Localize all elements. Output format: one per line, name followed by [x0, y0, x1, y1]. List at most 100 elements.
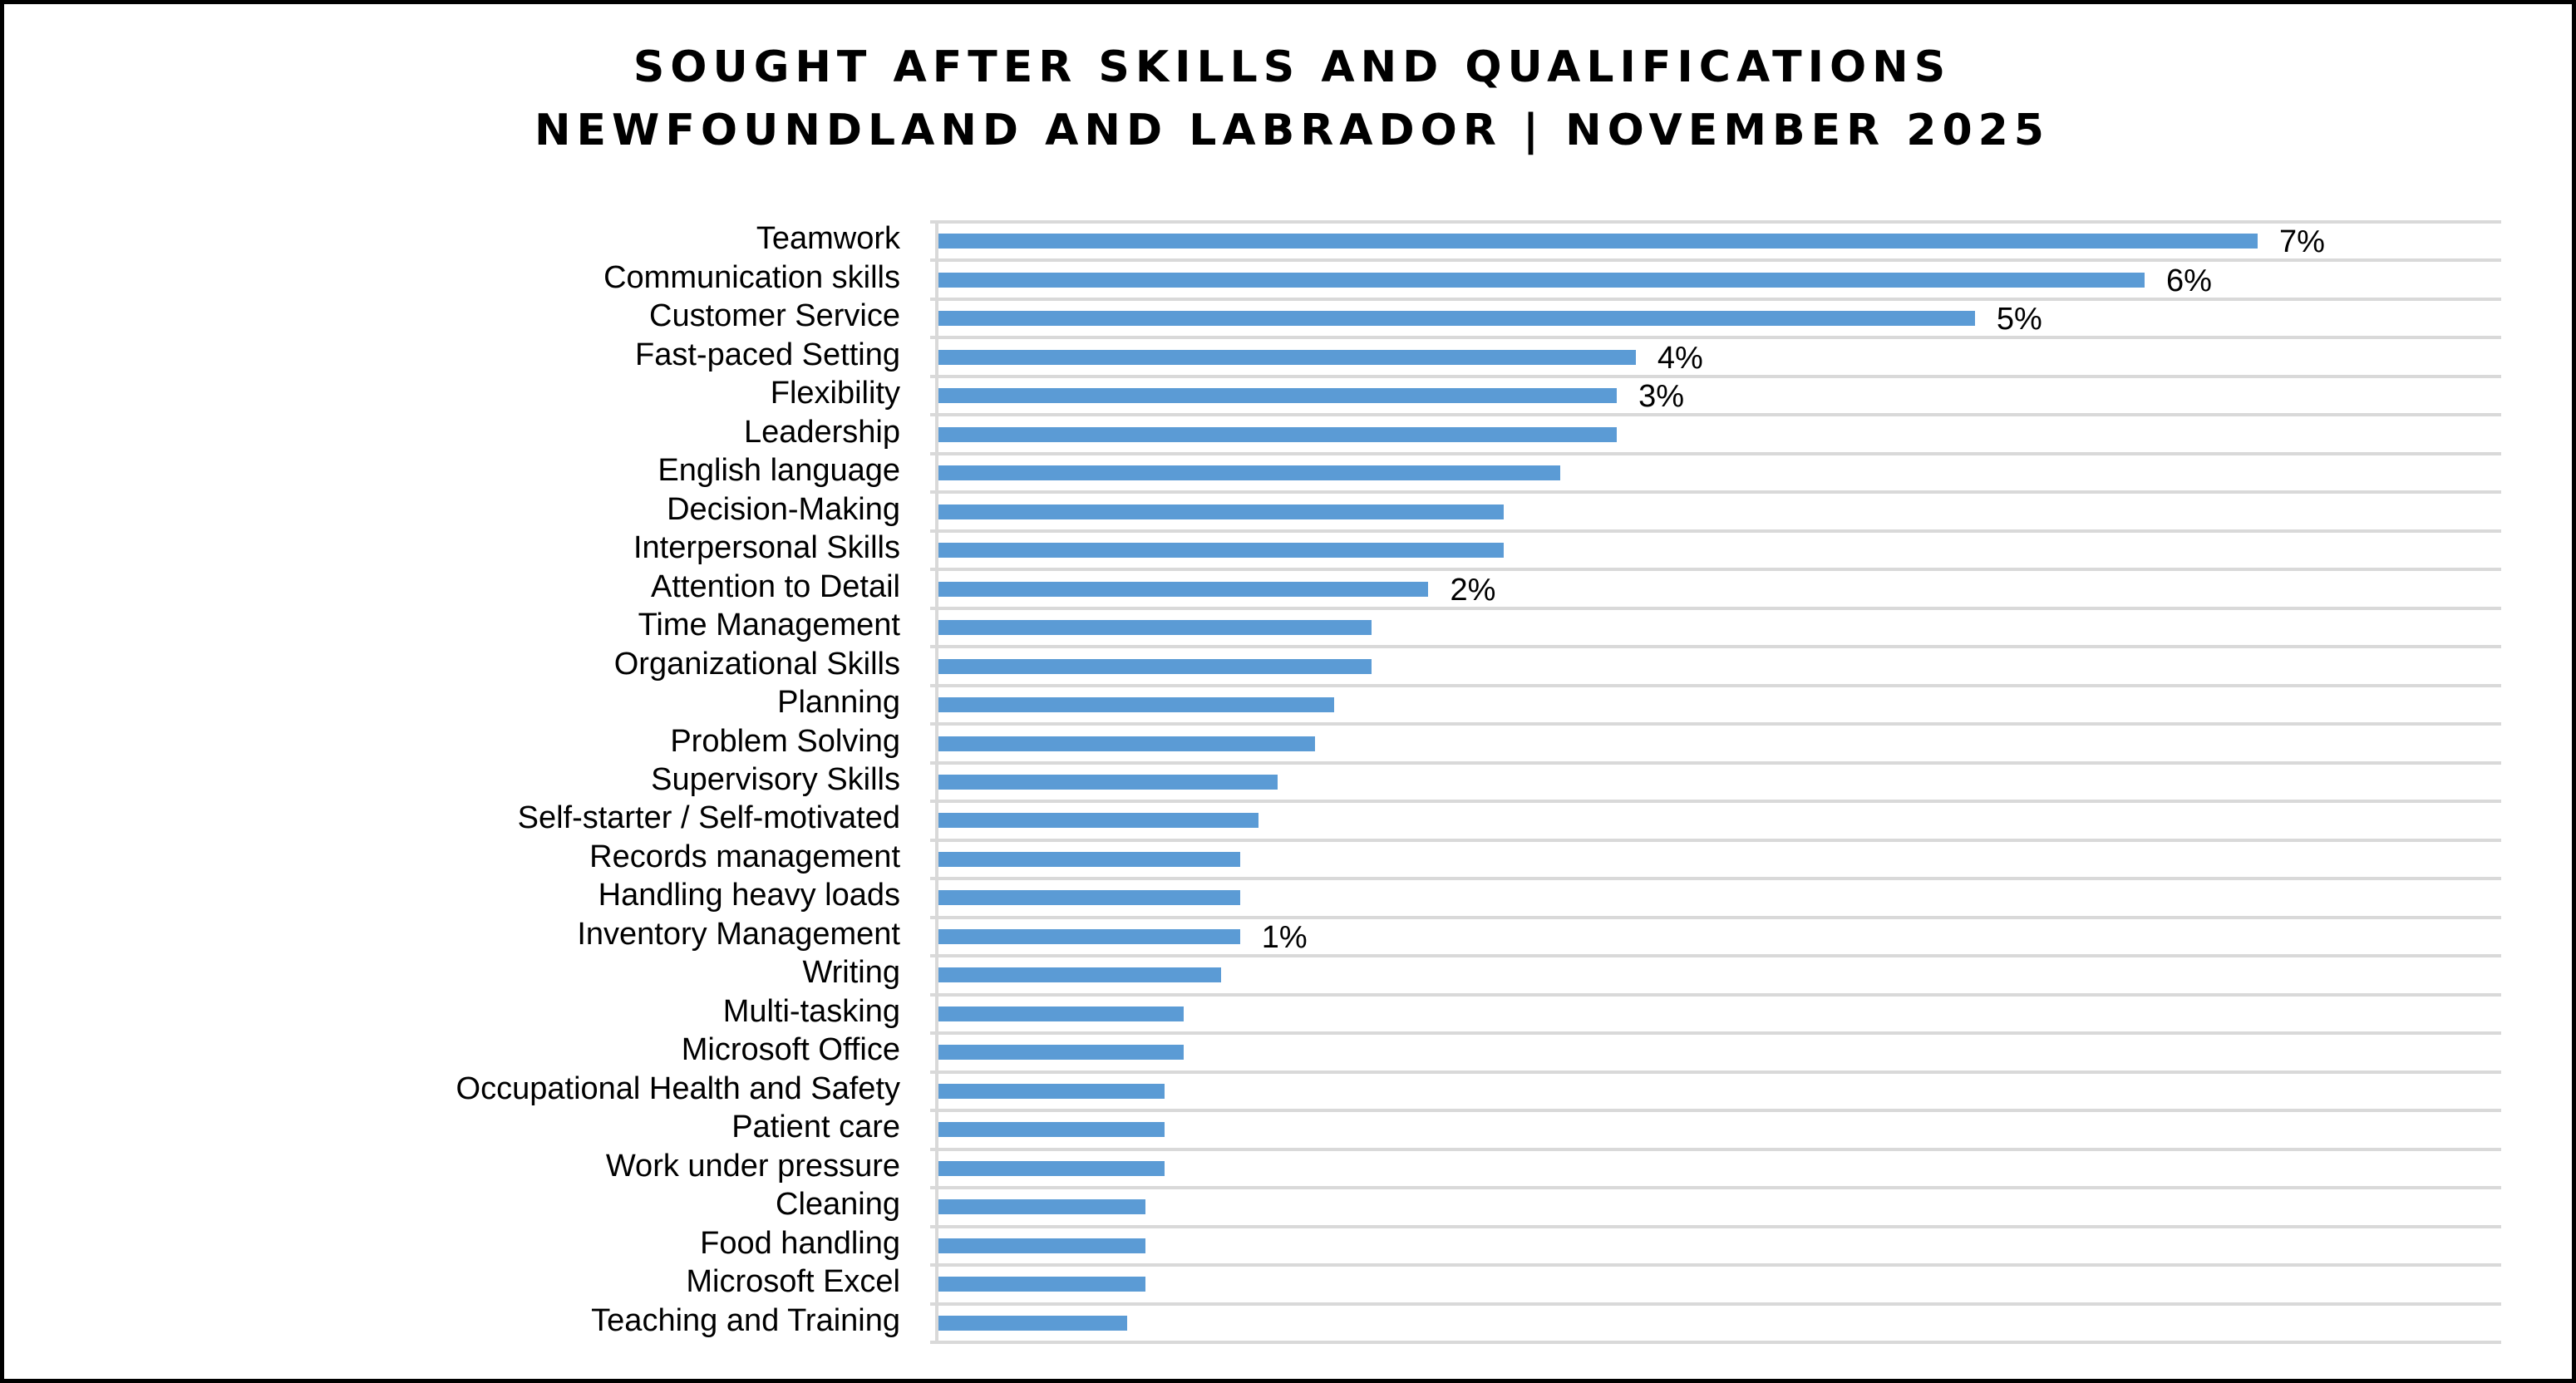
- bar: [938, 543, 1505, 559]
- category-label: Microsoft Excel: [686, 1264, 900, 1300]
- bar: [938, 234, 2258, 249]
- gridline: [930, 1263, 2501, 1267]
- bar: [938, 388, 1618, 404]
- category-label: Fast-paced Setting: [635, 337, 900, 372]
- bar: [938, 851, 1240, 867]
- gridline: [930, 1224, 2501, 1228]
- gridline: [930, 336, 2501, 340]
- bar: [938, 1199, 1146, 1215]
- bar: [938, 1122, 1165, 1138]
- bar: [938, 1045, 1184, 1061]
- bar: [938, 504, 1505, 519]
- category-label: Supervisory Skills: [651, 762, 900, 797]
- bar: [938, 1315, 1127, 1331]
- gridline: [930, 800, 2501, 804]
- category-axis-line: [935, 222, 938, 1342]
- data-label: 3%: [1638, 379, 1685, 415]
- gridline: [930, 258, 2501, 263]
- bar: [938, 349, 1636, 365]
- plot-area: Teamwork 7% Communication skills 6% Customer…: [456, 220, 2501, 1344]
- gridline: [930, 1109, 2501, 1113]
- category-label: Writing: [802, 955, 900, 991]
- bar: [938, 1083, 1165, 1099]
- category-label: Planning: [777, 685, 900, 721]
- gridline: [930, 1147, 2501, 1151]
- bar: [938, 775, 1278, 790]
- bar: [938, 311, 1975, 327]
- data-label: 2%: [1450, 572, 1496, 608]
- data-label: 6%: [2165, 263, 2212, 298]
- category-label: Microsoft Office: [681, 1032, 900, 1068]
- category-label: Occupational Health and Safety: [456, 1070, 900, 1106]
- chart-title-line-1: SOUGHT AFTER SKILLS AND QUALIFICATIONS: [633, 42, 1952, 92]
- gridline: [930, 490, 2501, 495]
- category-label: Food handling: [700, 1225, 900, 1261]
- category-label: Communication skills: [603, 259, 900, 295]
- category-label: Teamwork: [756, 221, 900, 257]
- gridline: [930, 1341, 2501, 1344]
- bar: [938, 1277, 1146, 1292]
- category-label: Decision-Making: [667, 491, 900, 527]
- bar: [938, 620, 1372, 636]
- category-label: Work under pressure: [605, 1148, 900, 1184]
- bar: [938, 465, 1561, 481]
- gridline: [930, 1302, 2501, 1306]
- bar: [938, 1006, 1184, 1021]
- gridline: [930, 1186, 2501, 1190]
- bar: [938, 658, 1372, 674]
- data-label: 1%: [1261, 919, 1308, 955]
- category-label: Time Management: [638, 608, 900, 643]
- category-label: Teaching and Training: [591, 1302, 900, 1338]
- category-label: Handling heavy loads: [598, 878, 900, 913]
- gridline: [930, 915, 2501, 919]
- category-label: Patient care: [731, 1110, 900, 1145]
- category-label: Multi-tasking: [722, 993, 900, 1029]
- bar: [938, 736, 1316, 751]
- bar: [938, 1160, 1165, 1176]
- gridline: [930, 992, 2501, 997]
- chart-title-line-2: NEWFOUNDLAND AND LABRADOR | NOVEMBER 202…: [534, 106, 2050, 155]
- gridline: [930, 1031, 2501, 1036]
- gridline: [930, 722, 2501, 726]
- category-label: Inventory Management: [577, 916, 900, 952]
- category-label: Flexibility: [770, 376, 900, 411]
- category-label: Interpersonal Skills: [633, 530, 900, 566]
- gridline: [930, 954, 2501, 958]
- gridline: [930, 877, 2501, 881]
- bar: [938, 581, 1429, 597]
- bar: [938, 697, 1335, 713]
- gridline: [930, 297, 2501, 301]
- gridline: [930, 606, 2501, 610]
- bar: [938, 426, 1618, 442]
- gridline: [930, 683, 2501, 687]
- bar: [938, 813, 1259, 829]
- bar: [938, 1238, 1146, 1253]
- gridline: [930, 413, 2501, 417]
- category-label: Problem Solving: [670, 723, 900, 759]
- category-label: Leadership: [743, 414, 900, 450]
- gridline: [930, 374, 2501, 378]
- category-label: Self-starter / Self-motivated: [517, 800, 900, 836]
- category-label: Organizational Skills: [613, 646, 900, 682]
- category-label: Cleaning: [776, 1187, 900, 1223]
- gridline: [930, 451, 2501, 455]
- gridline: [930, 760, 2501, 765]
- data-label: 4%: [1657, 340, 1703, 376]
- gridline: [930, 645, 2501, 649]
- category-label: Records management: [589, 839, 900, 874]
- category-label: Attention to Detail: [651, 568, 900, 604]
- gridline: [930, 568, 2501, 572]
- bar: [938, 272, 2145, 288]
- gridline: [930, 838, 2501, 842]
- bar: [938, 928, 1240, 944]
- gridline: [930, 220, 2501, 224]
- gridline: [930, 529, 2501, 533]
- data-label: 7%: [2279, 224, 2325, 260]
- bar: [938, 967, 1222, 983]
- category-label: Customer Service: [649, 298, 900, 334]
- category-label: English language: [658, 453, 900, 489]
- data-label: 5%: [1996, 302, 2042, 337]
- gridline: [930, 1070, 2501, 1074]
- bar: [938, 890, 1240, 906]
